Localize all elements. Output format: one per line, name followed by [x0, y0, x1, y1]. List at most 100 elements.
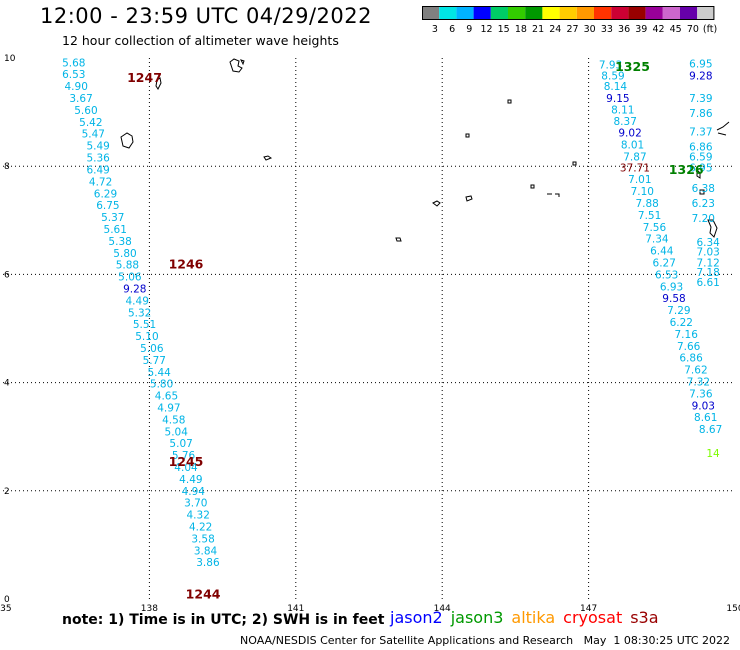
wave-height-reading: 4.65	[155, 391, 178, 403]
wave-height-reading: 6.44	[650, 246, 674, 258]
wave-height-reading: 9.58	[662, 293, 685, 305]
wave-height-reading: 3.70	[184, 498, 207, 510]
colorbar-label: 70	[687, 24, 699, 35]
wave-height-reading: 6.61	[696, 277, 719, 289]
wave-height-reading: 5.49	[86, 141, 109, 153]
wave-height-reading: 4.04	[174, 462, 198, 474]
wave-height-reading: 5.88	[116, 260, 139, 272]
colorbar-label: 39	[635, 24, 647, 35]
colorbar-cell	[473, 6, 491, 20]
wave-height-reading: 3.86	[196, 557, 220, 569]
lon-tick-label: 141	[287, 604, 304, 614]
wave-height-reading: 7.56	[643, 222, 667, 234]
colorbar-cell	[456, 6, 474, 20]
wave-height-reading: 5.10	[135, 331, 158, 343]
colorbar-label: 12	[480, 24, 492, 35]
island-outline	[155, 77, 162, 90]
wave-height-reading: 5.07	[169, 438, 192, 450]
wave-height-reading: 6.95	[689, 58, 712, 70]
colorbar-cell	[576, 6, 594, 20]
wave-height-reading: 6.29	[94, 188, 117, 200]
wave-height-reading: 7.87	[623, 151, 646, 163]
wave-height-reading: 7.16	[675, 329, 699, 341]
island-outline	[696, 168, 701, 179]
wave-height-reading: 7.20	[692, 213, 715, 225]
colorbar-cell	[422, 6, 440, 20]
wave-height-reading: 14	[706, 448, 720, 460]
wave-height-reading: 6.34	[696, 237, 720, 249]
wave-height-reading: 9.28	[689, 70, 712, 82]
wave-height-reading: 4.32	[187, 510, 210, 522]
wave-height-reading: 7.88	[635, 198, 658, 210]
wave-height-reading: 7.66	[677, 341, 701, 353]
wave-height-reading: 5.80	[150, 379, 173, 391]
colorbar-cell	[645, 6, 663, 20]
island-outline	[716, 121, 730, 136]
wave-height-reading: 9.28	[123, 283, 146, 295]
wave-height-reading: 5.06	[118, 272, 142, 284]
colorbar-legend: 3 6 9 12 15 18 21 24 27 30 33 36 39 42 45 70 (ft)	[422, 6, 717, 35]
island-outline	[263, 155, 273, 161]
wave-height-reading: 5.61	[104, 224, 127, 236]
lon-tick-label: 135	[0, 604, 12, 614]
wave-height-reading: 7.36	[689, 388, 713, 400]
colorbar-label: (ft)	[703, 24, 717, 35]
island-outline	[547, 193, 560, 197]
wave-height-reading: 7.34	[645, 234, 669, 246]
wave-height-reading: 5.37	[101, 212, 124, 224]
island-outline	[707, 219, 718, 238]
colorbar-cell	[508, 6, 526, 20]
island-outline	[229, 58, 243, 73]
island-outline	[572, 161, 577, 166]
satellite-legend-jason3: jason3	[450, 608, 504, 627]
colorbar-label: 36	[618, 24, 630, 35]
wave-height-reading: 8.67	[699, 424, 722, 436]
wave-height-reading: 8.01	[621, 140, 644, 152]
wave-height-reading: 6.22	[670, 317, 693, 329]
lon-tick-label: 144	[434, 604, 451, 614]
page-subtitle: 12 hour collection of altimeter wave hei…	[62, 33, 339, 48]
colorbar-cell	[662, 6, 680, 20]
island-outline	[395, 237, 402, 242]
island-outline	[465, 133, 470, 138]
wave-height-reading: 5.68	[62, 57, 85, 69]
satellite-legend-jason2: jason2	[390, 608, 443, 627]
wave-height-reading: 8.14	[604, 81, 628, 93]
colorbar-cell	[525, 6, 543, 20]
colorbar-cell	[439, 6, 457, 20]
page-title: 12:00 - 23:59 UTC 04/29/2022	[40, 4, 372, 28]
colorbar-cell	[490, 6, 508, 20]
lat-tick-label: 4	[4, 379, 10, 389]
colorbar-label: 24	[549, 24, 561, 35]
colorbar-label: 33	[601, 24, 613, 35]
island-outline	[432, 200, 441, 207]
wave-height-reading: 7.62	[684, 365, 707, 377]
wave-height-reading: 4.49	[126, 295, 149, 307]
pass-number-label: 1245	[169, 454, 204, 469]
wave-height-reading: 4.49	[179, 474, 202, 486]
wave-height-reading: 7.93	[599, 59, 622, 71]
lon-tick-label: 147	[580, 604, 597, 614]
wave-height-reading: 9.02	[618, 128, 641, 140]
colorbar-cell	[559, 6, 577, 20]
satellite-legend: jason2 jason3 altika cryosat s3a	[390, 608, 667, 627]
wave-height-reading: 6.23	[692, 198, 715, 210]
island-outline	[120, 132, 134, 149]
wave-height-reading: 7.12	[696, 257, 719, 269]
colorbar-label: 45	[670, 24, 682, 35]
credit-line: NOAA/NESDIS Center for Satellite Applica…	[240, 634, 731, 647]
pass-number-label: 1326	[669, 162, 704, 177]
lat-tick-label: 10	[4, 54, 16, 64]
colorbar-cell	[594, 6, 612, 20]
wave-height-reading: 4.90	[65, 81, 88, 93]
wave-height-reading: 3.67	[69, 93, 92, 105]
wave-height-reading: 4.97	[157, 402, 180, 414]
lat-tick-label: 2	[4, 487, 10, 497]
lon-tick-label: 138	[141, 604, 158, 614]
colorbar-cell	[542, 6, 560, 20]
colorbar-label: 18	[515, 24, 527, 35]
colorbar-cell	[680, 6, 698, 20]
colorbar-label: 15	[498, 24, 510, 35]
wave-height-reading: 7.01	[628, 174, 651, 186]
wave-height-reading: 7.37	[689, 127, 712, 139]
